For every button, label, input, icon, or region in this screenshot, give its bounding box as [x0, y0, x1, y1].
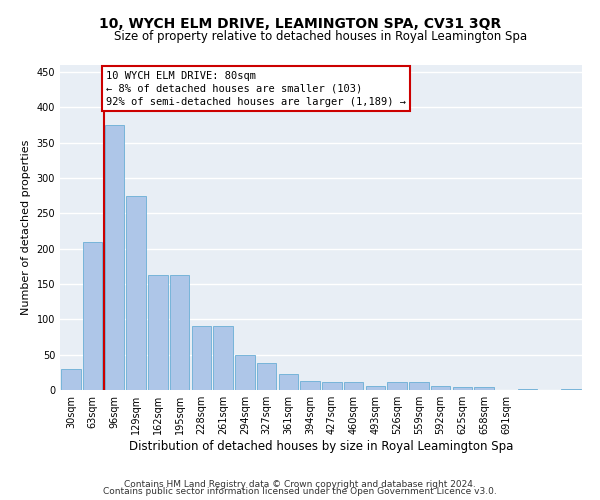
Bar [388, 382, 407, 390]
X-axis label: Distribution of detached houses by size in Royal Leamington Spa: Distribution of detached houses by size … [129, 440, 513, 453]
Bar [322, 382, 341, 390]
Bar [409, 382, 428, 390]
Bar [278, 374, 298, 390]
Y-axis label: Number of detached properties: Number of detached properties [21, 140, 31, 315]
Bar [431, 386, 451, 390]
Bar [170, 275, 190, 390]
Bar [301, 381, 320, 390]
Bar [344, 382, 364, 390]
Bar [475, 387, 494, 390]
Text: 10 WYCH ELM DRIVE: 80sqm
← 8% of detached houses are smaller (103)
92% of semi-d: 10 WYCH ELM DRIVE: 80sqm ← 8% of detache… [106, 70, 406, 107]
Title: Size of property relative to detached houses in Royal Leamington Spa: Size of property relative to detached ho… [115, 30, 527, 43]
Bar [235, 354, 254, 390]
Text: 10, WYCH ELM DRIVE, LEAMINGTON SPA, CV31 3QR: 10, WYCH ELM DRIVE, LEAMINGTON SPA, CV31… [99, 18, 501, 32]
Bar [452, 387, 472, 390]
Bar [83, 242, 103, 390]
Bar [214, 326, 233, 390]
Bar [191, 326, 211, 390]
Bar [104, 125, 124, 390]
Bar [365, 386, 385, 390]
Text: Contains HM Land Registry data © Crown copyright and database right 2024.: Contains HM Land Registry data © Crown c… [124, 480, 476, 489]
Bar [61, 369, 80, 390]
Text: Contains public sector information licensed under the Open Government Licence v3: Contains public sector information licen… [103, 488, 497, 496]
Bar [148, 275, 167, 390]
Bar [257, 363, 277, 390]
Bar [127, 196, 146, 390]
